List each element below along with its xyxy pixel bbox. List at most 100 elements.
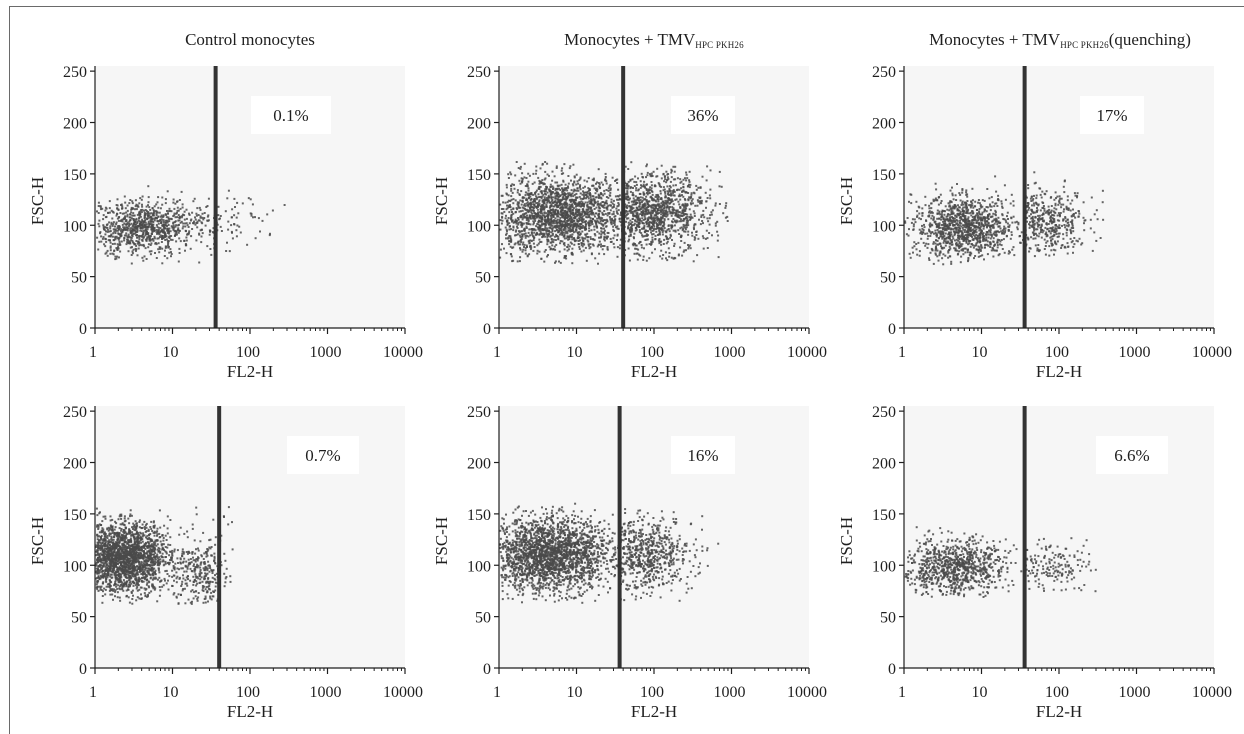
scatter-point (605, 196, 608, 198)
scatter-point (701, 175, 704, 178)
scatter-point (667, 173, 670, 175)
scatter-point (996, 238, 999, 241)
scatter-point (195, 239, 198, 242)
scatter-point (546, 255, 549, 258)
scatter-point (948, 226, 951, 229)
scatter-point (209, 230, 211, 233)
scatter-point (178, 252, 181, 254)
gate-percent-label: 0.1% (273, 106, 308, 125)
scatter-point (954, 247, 957, 250)
panel-title-main: Monocytes + TMV (929, 30, 1061, 49)
scatter-point (207, 214, 210, 217)
scatter-point (132, 212, 135, 215)
scatter-point (162, 224, 165, 226)
scatter-point (120, 232, 123, 234)
scatter-point (99, 206, 102, 209)
scatter-point (139, 229, 142, 232)
scatter-point (575, 211, 578, 214)
scatter-point (504, 226, 507, 229)
scatter-point (629, 190, 632, 193)
scatter-point (660, 213, 663, 216)
scatter-point (692, 226, 695, 229)
scatter-point (560, 232, 563, 235)
scatter-point (661, 257, 664, 260)
scatter-point (510, 184, 513, 187)
scatter-point (643, 215, 646, 218)
scatter-points (904, 171, 1105, 266)
scatter-point (592, 244, 595, 247)
scatter-point (668, 230, 671, 233)
scatter-point (582, 221, 584, 224)
scatter-point (946, 227, 949, 229)
scatter-point (648, 212, 651, 215)
scatter-point (658, 185, 661, 188)
scatter-point (952, 205, 955, 208)
scatter-point (588, 227, 591, 230)
scatter-point (511, 191, 514, 194)
scatter-point (593, 238, 596, 241)
scatter-point (948, 227, 950, 230)
scatter-point (632, 224, 635, 227)
scatter-point (989, 241, 992, 244)
scatter-point (191, 228, 194, 230)
scatter-point (185, 244, 188, 247)
scatter-point (627, 227, 629, 230)
scatter-point (575, 210, 578, 213)
scatter-point (524, 234, 527, 237)
scatter-point (140, 198, 143, 201)
scatter-point (549, 241, 552, 244)
scatter-point (652, 170, 655, 173)
scatter-point (603, 238, 606, 241)
scatter-point (972, 228, 975, 231)
scatter-point (603, 233, 606, 236)
scatter-point (658, 230, 661, 232)
scatter-point (174, 234, 177, 236)
scatter-point (166, 240, 169, 243)
scatter-point (611, 202, 614, 205)
scatter-point (656, 215, 659, 218)
scatter-point (103, 228, 105, 231)
scatter-point (535, 197, 538, 199)
scatter-point (521, 234, 524, 237)
scatter-point (121, 220, 124, 223)
scatter-point (985, 236, 988, 239)
x-tick-label: 1000 (714, 344, 746, 361)
y-tick-label: 100 (63, 218, 87, 235)
scatter-point (625, 220, 627, 223)
scatter-point (560, 202, 563, 205)
scatter-point (660, 249, 663, 252)
scatter-point (625, 213, 628, 216)
scatter-point (148, 212, 151, 215)
scatter-point (159, 227, 162, 230)
scatter-point (962, 213, 965, 216)
scatter-point (684, 208, 687, 211)
scatter-point (971, 219, 974, 221)
scatter-point (569, 224, 572, 227)
scatter-point (612, 210, 615, 213)
scatter-point (174, 225, 177, 228)
scatter-point (947, 241, 950, 244)
scatter-point (641, 175, 644, 178)
scatter-point (680, 240, 683, 242)
scatter-point (625, 184, 628, 187)
scatter-point (571, 233, 574, 236)
scatter-point (505, 232, 508, 235)
scatter-point (673, 219, 676, 222)
scatter-point (161, 203, 164, 206)
scatter-point (126, 213, 129, 216)
scatter-point (553, 192, 556, 195)
scatter-point (949, 247, 952, 250)
scatter-point (628, 198, 631, 201)
scatter-point (942, 231, 945, 234)
scatter-point (954, 226, 957, 229)
scatter-point (979, 250, 982, 252)
scatter-point (104, 209, 107, 212)
scatter-point (124, 220, 127, 223)
scatter-point (543, 214, 546, 217)
scatter-point (627, 240, 630, 243)
scatter-point (534, 217, 537, 220)
scatter-point (652, 233, 655, 236)
scatter-point (569, 211, 572, 214)
scatter-point (152, 239, 155, 242)
scatter-point (568, 217, 571, 220)
